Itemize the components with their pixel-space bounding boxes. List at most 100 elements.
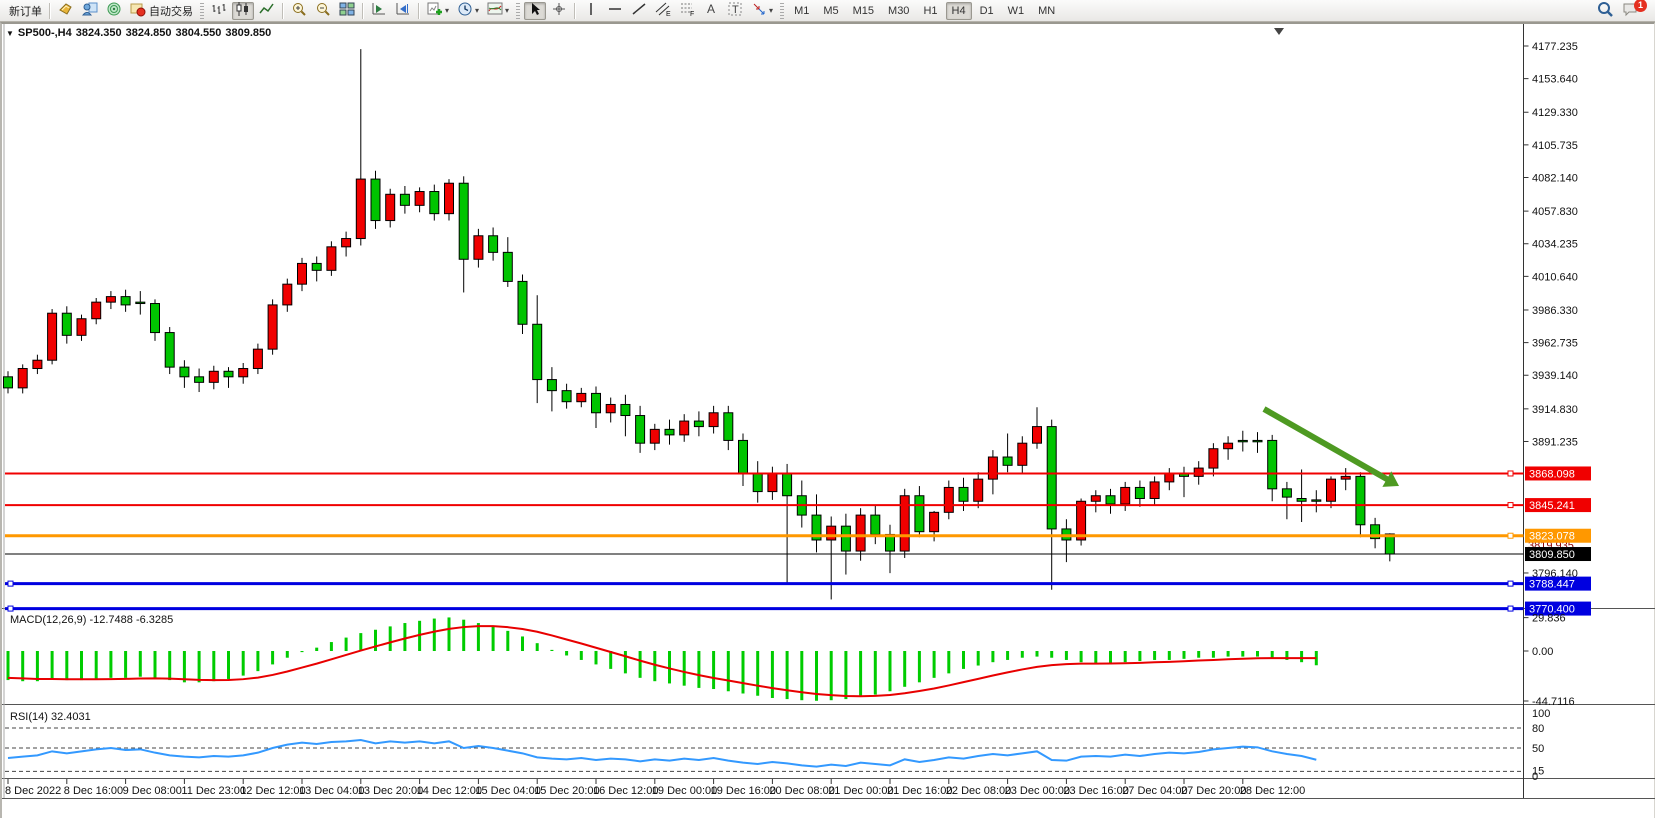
order-tag-button[interactable] xyxy=(55,2,77,20)
timeframe-mn-button[interactable]: MN xyxy=(1038,4,1056,17)
toolbar-separator xyxy=(418,2,420,19)
periods-button[interactable]: ▾ xyxy=(454,2,482,20)
candle-down xyxy=(782,473,793,497)
dropdown-caret-icon[interactable]: ▾ xyxy=(445,6,450,15)
auto-trading-button[interactable]: 自动交易 xyxy=(127,2,196,20)
candle-up xyxy=(47,312,58,361)
candle-down xyxy=(194,376,205,383)
timeframe-h1-button[interactable]: H1 xyxy=(923,4,938,17)
resistance-line-1-handle[interactable] xyxy=(1507,470,1514,477)
person-icon xyxy=(81,1,98,20)
candle-down xyxy=(1296,498,1307,502)
candle-up xyxy=(708,412,719,428)
orange-line-handle[interactable] xyxy=(1507,532,1514,539)
orange-line-price-label: 3823.078 xyxy=(1529,531,1575,543)
candle-down xyxy=(150,303,160,334)
timeframe-w1-button[interactable]: W1 xyxy=(1007,4,1025,17)
collapse-triangle-icon[interactable]: ▼ xyxy=(6,28,14,38)
toolbar-handle xyxy=(516,2,521,19)
chart-candles-icon xyxy=(235,1,251,20)
rsi-scale-label: 15 xyxy=(1532,765,1544,777)
candle-down xyxy=(1281,488,1292,498)
candle-up xyxy=(899,495,910,552)
price-tick-label: 4010.640 xyxy=(1532,271,1578,283)
candle-up xyxy=(355,178,366,240)
text-button[interactable]: A xyxy=(700,2,722,20)
candle-up xyxy=(282,283,293,306)
candle-up xyxy=(679,420,690,436)
trend-arrow-annotation[interactable] xyxy=(1262,406,1399,487)
indicators-button[interactable]: ▾ xyxy=(484,2,512,20)
timeframe-m5-button[interactable]: M5 xyxy=(823,4,839,17)
arrows-button[interactable]: ▾ xyxy=(748,2,776,20)
chart-shift-marker[interactable] xyxy=(1274,28,1284,35)
tile-windows-button[interactable] xyxy=(336,2,358,20)
support-line-1-handle[interactable] xyxy=(7,580,14,587)
support-line-2-handle[interactable] xyxy=(7,605,14,612)
time-tick-label: 22 Dec 08:00 xyxy=(946,785,1011,797)
horizontal-line-button[interactable] xyxy=(604,2,626,20)
notifications-button[interactable]: 1 xyxy=(1619,0,1647,20)
channel-button[interactable]: E xyxy=(652,2,674,20)
candle-up xyxy=(105,296,116,303)
chart-canvas[interactable]: 4177.235 4153.640 4129.330 4105.735 4082.140… xyxy=(2,24,1655,802)
candle-up xyxy=(444,182,454,215)
timeframe-m30-button[interactable]: M30 xyxy=(888,4,910,17)
timeframe-m1-button[interactable]: M1 xyxy=(794,4,810,17)
price-tick-label: 3914.830 xyxy=(1532,404,1578,416)
search-button[interactable] xyxy=(1593,2,1617,20)
price-tick-label: 3962.735 xyxy=(1532,338,1578,350)
chart-title-bar[interactable]: ▼ SP500-,H4 3824.350 3824.850 3804.550 3… xyxy=(6,27,271,39)
vertical-line-button[interactable] xyxy=(580,2,602,20)
support-line-2-handle[interactable] xyxy=(1507,605,1514,612)
crosshair-button[interactable] xyxy=(548,2,570,20)
new-chart-icon xyxy=(427,1,443,20)
clock-icon xyxy=(457,1,473,20)
quote-high: 3824.850 xyxy=(125,27,172,39)
rsi-label: RSI(14) 32.4031 xyxy=(10,711,91,723)
level-lines xyxy=(5,470,1524,612)
dropdown-caret-icon[interactable]: ▾ xyxy=(769,6,774,15)
crosshair-icon xyxy=(551,1,567,20)
svg-text:F: F xyxy=(690,11,694,17)
resistance-line-1-price-label: 3868.098 xyxy=(1529,468,1575,480)
bar-chart-button[interactable] xyxy=(208,2,230,20)
trendline-button[interactable] xyxy=(628,2,650,20)
candlestick-chart-button[interactable] xyxy=(232,1,254,20)
candle-down xyxy=(488,235,499,253)
indicators-icon xyxy=(487,1,503,20)
toolbar-separator xyxy=(362,2,364,19)
support-line-1-handle[interactable] xyxy=(1507,580,1514,587)
bid-line-price-label: 3809.850 xyxy=(1529,549,1575,561)
candle-down xyxy=(3,376,13,389)
auto-trading-button-label: 自动交易 xyxy=(149,5,193,18)
dropdown-caret-icon[interactable]: ▾ xyxy=(505,6,510,15)
text-label-button[interactable]: T xyxy=(724,2,746,20)
zoom-out-button[interactable] xyxy=(312,2,334,20)
candle-down xyxy=(664,428,675,436)
zoom-in-button[interactable] xyxy=(288,2,310,20)
candle-up xyxy=(1017,442,1028,466)
timeframe-m15-button[interactable]: M15 xyxy=(852,4,875,17)
new-chart-button[interactable]: ▾ xyxy=(424,2,452,20)
timeframe-d1-button[interactable]: D1 xyxy=(979,4,994,17)
candle-up xyxy=(91,301,102,320)
metaeditor-button[interactable] xyxy=(79,2,101,20)
market-watch-button[interactable] xyxy=(103,2,125,20)
rsi-line xyxy=(7,738,1317,768)
rsi-scale-label: 50 xyxy=(1532,743,1544,755)
zoom-out-icon xyxy=(315,1,331,20)
chart-shift-button[interactable] xyxy=(392,2,414,20)
toolbar-handle xyxy=(780,2,785,19)
cursor-button[interactable] xyxy=(524,1,547,20)
resistance-line-2-handle[interactable] xyxy=(1507,502,1514,509)
dropdown-caret-icon[interactable]: ▾ xyxy=(475,6,480,15)
new-order-button[interactable]: 新订单 xyxy=(3,2,45,20)
candle-up xyxy=(326,246,337,271)
time-tick-label: 11 Dec 23:00 xyxy=(181,785,246,797)
auto-scroll-button[interactable] xyxy=(368,2,390,20)
timeframe-h4-button[interactable]: H4 xyxy=(945,1,972,20)
line-chart-button[interactable] xyxy=(256,2,278,20)
fibonacci-button[interactable]: F xyxy=(676,2,698,20)
price-axis: 4177.235 4153.640 4129.330 4105.735 4082.140… xyxy=(1523,41,1591,616)
